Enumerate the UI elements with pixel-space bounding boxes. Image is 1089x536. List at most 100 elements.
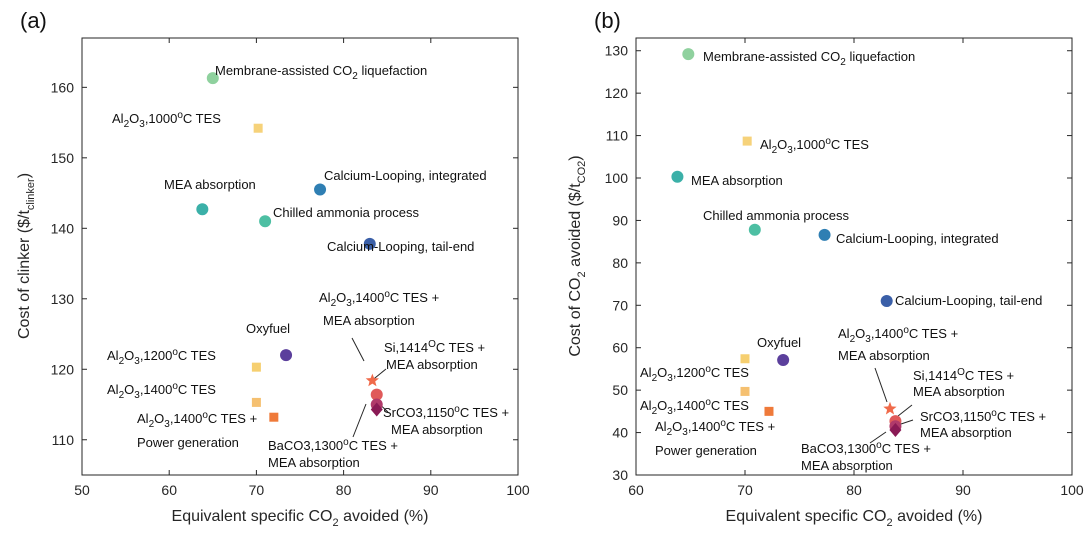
a-label-si-1: Si,1414OC TES + (384, 339, 485, 355)
a-y-tick-label: 150 (51, 150, 75, 166)
b-label-baco3-1: BaCO3,1300oC TES + (801, 440, 931, 456)
b-label-cal-tail: Calcium-Looping, tail-end (895, 293, 1042, 308)
a-marker-al2o3-1000oc-tes (253, 123, 263, 133)
panel-b-callout-baco3 (869, 431, 887, 444)
a-label-srco3-2: MEA absorption (391, 422, 483, 437)
a-marker-si-1414oc-tes-mea-absorption (370, 388, 383, 401)
b-label-mea: MEA absorption (691, 173, 783, 188)
b-y-tick-label: 70 (612, 297, 628, 313)
b-y-tick-label: 30 (612, 467, 628, 483)
panel-a-y-ticks: 110 120 130 140 150 160 (51, 79, 518, 448)
b-marker-membrane-assisted-co2-liquefaction (682, 48, 695, 61)
b-y-tick-label: 80 (612, 255, 628, 271)
b-label-al2o3-1400-mea-1: Al2O3,1400oC TES + (838, 325, 958, 345)
b-marker-baco3-1300oc-tes-mea-absorption (889, 423, 902, 438)
panel-a: (a) 50 60 70 80 90 100 110 120 130 140 150 160 Equ… (16, 8, 530, 529)
a-label-al2o3-1200: Al2O3,1200oC TES (107, 347, 216, 367)
b-marker-mea-absorption (671, 170, 684, 183)
a-x-tick-label: 50 (74, 482, 90, 498)
panel-a-callout-lines (351, 337, 389, 438)
b-x-tick-label: 100 (1060, 482, 1084, 498)
panel-b-y-axis-label: Cost of CO2 avoided ($/tCO2) (567, 155, 588, 356)
a-label-baco3-1: BaCO3,1300oC TES + (268, 437, 398, 453)
a-marker-membrane-assisted-co2-liquefaction (206, 72, 219, 85)
panel-b-callout-lines (869, 367, 914, 444)
a-label-power-2: Power generation (137, 435, 239, 450)
a-label-al2o3-1400-mea-1: Al2O3,1400oC TES + (319, 289, 439, 309)
b-label-power-1: Al2O3,1400oC TES + (655, 418, 775, 438)
b-x-tick-label: 90 (955, 482, 971, 498)
a-label-cal-tail: Calcium-Looping, tail-end (327, 239, 474, 254)
panel-a-y-axis-label: Cost of clinker ($/tclinker) (16, 173, 37, 339)
panel-b-x-axis-label: Equivalent specific CO2 avoided (%) (726, 508, 983, 529)
panel-a-x-axis-label: Equivalent specific CO2 avoided (%) (172, 508, 429, 529)
b-x-tick-label: 70 (737, 482, 753, 498)
a-x-tick-label: 90 (423, 482, 439, 498)
b-label-al2o3-1400: Al2O3,1400oC TES (640, 397, 749, 417)
a-marker-mea-absorption (196, 203, 209, 216)
b-label-membrane: Membrane-assisted CO2 liquefaction (703, 49, 915, 68)
b-label-si-1: Si,1414OC TES + (913, 367, 1014, 383)
a-marker-chilled-ammonia-process (259, 215, 272, 228)
a-marker-al2o3-1400oc-tes (251, 397, 261, 407)
a-y-tick-label: 140 (51, 220, 75, 236)
panel-a-label: (a) (20, 8, 47, 33)
a-label-membrane: Membrane-assisted CO2 liquefaction (215, 63, 427, 82)
b-label-oxyfuel: Oxyfuel (757, 335, 801, 350)
panel-b-x-ticks: 60 70 80 90 100 (628, 38, 1084, 498)
a-label-cal-integrated: Calcium-Looping, integrated (324, 168, 487, 183)
a-marker-al2o3-1200oc-tes (251, 362, 261, 372)
a-label-si-2: MEA absorption (386, 357, 478, 372)
a-label-power-1: Al2O3,1400oC TES + (137, 410, 257, 430)
panel-a-callout-al2o3-1400-mea (351, 337, 365, 362)
panel-b: (b) 60 70 80 90 100 30 40 50 60 70 80 90 100 110 120 1… (567, 8, 1084, 529)
b-label-al2o3-1200: Al2O3,1200oC TES (640, 364, 749, 384)
panel-b-callout-al2o3-1400-mea (874, 367, 888, 403)
a-label-srco3-1: SrCO3,1150oC TES + (383, 404, 509, 420)
b-marker-al2o3-1400oc-tes (740, 386, 750, 396)
a-x-tick-label: 100 (506, 482, 530, 498)
b-y-tick-label: 60 (612, 340, 628, 356)
panel-b-callout-si-1414 (897, 404, 913, 417)
a-marker-al2o3-1400oc-tes-mea-absorption (365, 373, 379, 387)
panel-a-callout-baco3 (352, 403, 367, 438)
b-label-baco3-2: MEA absorption (801, 458, 893, 473)
a-y-tick-label: 160 (51, 79, 75, 95)
a-y-tick-label: 130 (51, 291, 75, 307)
b-y-tick-label: 130 (605, 43, 629, 59)
b-marker-chilled-ammonia-process (748, 223, 761, 236)
b-marker-calcium-looping-integrated (818, 228, 831, 241)
b-marker-al2o3-1400oc-tes-power-generation (764, 406, 774, 416)
panel-a-point-labels: Membrane-assisted CO2 liquefaction Al2O3… (107, 63, 509, 470)
a-marker-al2o3-1400oc-tes-power-generation (269, 412, 279, 422)
panel-b-label: (b) (594, 8, 621, 33)
b-label-chilled-ammonia: Chilled ammonia process (703, 208, 849, 223)
a-label-chilled-ammonia: Chilled ammonia process (273, 205, 419, 220)
panel-b-markers (671, 48, 902, 438)
a-label-mea: MEA absorption (164, 177, 256, 192)
a-x-tick-label: 80 (336, 482, 352, 498)
b-label-power-2: Power generation (655, 443, 757, 458)
b-label-si-2: MEA absorption (913, 384, 1005, 399)
b-y-tick-label: 50 (612, 382, 628, 398)
b-label-srco3-1: SrCO3,1150oC TES + (920, 408, 1046, 424)
a-x-tick-label: 60 (161, 482, 177, 498)
b-x-tick-label: 60 (628, 482, 644, 498)
b-label-srco3-2: MEA absorption (920, 425, 1012, 440)
a-marker-calcium-looping-tail-end (363, 237, 376, 250)
b-marker-calcium-looping-tail-end (880, 295, 893, 308)
b-label-cal-integrated: Calcium-Looping, integrated (836, 231, 999, 246)
b-x-tick-label: 80 (846, 482, 862, 498)
panel-b-y-ticks: 30 40 50 60 70 80 90 100 110 120 130 (605, 43, 1072, 483)
a-marker-baco3-1300oc-tes-mea-absorption (370, 402, 383, 417)
b-label-al2o3-1400-mea-2: MEA absorption (838, 348, 930, 363)
b-y-tick-label: 40 (612, 425, 628, 441)
panel-b-callout-srco3 (900, 419, 914, 425)
b-y-tick-label: 120 (605, 85, 629, 101)
b-marker-oxyfuel (777, 354, 790, 367)
b-y-tick-label: 110 (606, 128, 629, 144)
b-marker-al2o3-1400oc-tes-mea-absorption (883, 401, 897, 415)
panel-b-point-labels: Membrane-assisted CO2 liquefaction Al2O3… (640, 49, 1046, 473)
a-label-al2o3-1000: Al2O3,1000oC TES (112, 110, 221, 130)
